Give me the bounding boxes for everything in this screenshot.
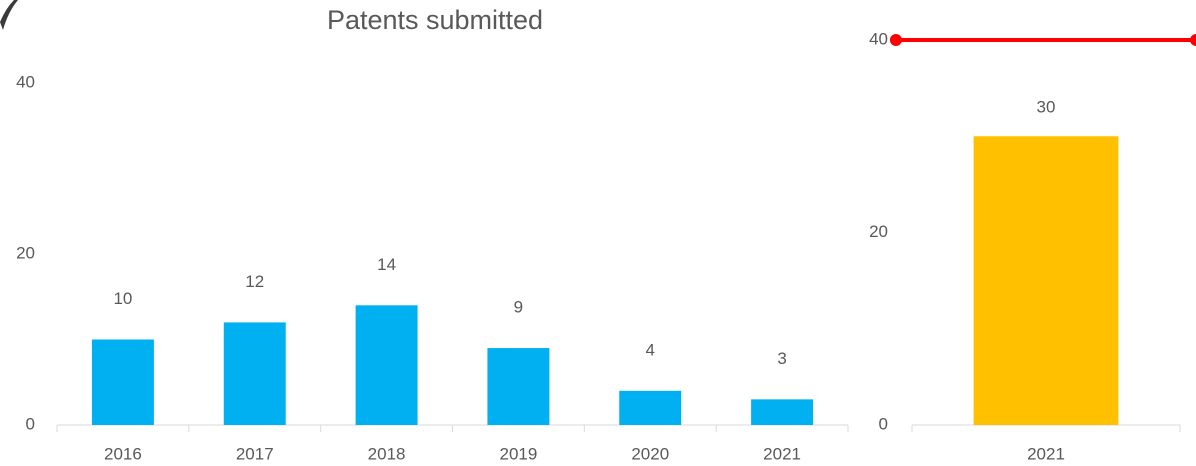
data-label: 3 <box>777 349 786 368</box>
x-tick-label: 2021 <box>763 444 801 463</box>
bar <box>619 390 682 425</box>
bar <box>91 339 154 425</box>
data-label: 9 <box>514 298 523 317</box>
x-tick-label: 2020 <box>631 444 669 463</box>
y-tick-label: 40 <box>869 29 888 48</box>
target-marker <box>1190 34 1196 46</box>
y-tick-label: 20 <box>869 222 888 241</box>
bar <box>751 399 814 425</box>
data-label: 10 <box>113 289 132 308</box>
x-tick-label: 2019 <box>500 444 538 463</box>
y-tick-label: 0 <box>879 414 888 433</box>
chart-title: Patents submitted <box>327 5 543 35</box>
bar <box>973 136 1119 425</box>
y-tick-label: 20 <box>16 243 35 262</box>
x-tick-label: 2016 <box>104 444 142 463</box>
y-tick-label: 40 <box>16 72 35 91</box>
data-label: 12 <box>245 272 264 291</box>
target-marker <box>889 34 902 46</box>
x-tick-label: 2017 <box>236 444 274 463</box>
data-label: 30 <box>1037 98 1056 117</box>
bar <box>487 348 550 425</box>
bar <box>223 322 286 425</box>
x-tick-label: 2018 <box>368 444 406 463</box>
x-tick-label: 2021 <box>1027 444 1065 463</box>
data-label: 14 <box>377 255 396 274</box>
y-tick-label: 0 <box>26 414 35 433</box>
decoration <box>0 0 18 30</box>
bar <box>355 305 418 425</box>
data-label: 4 <box>646 340 655 359</box>
